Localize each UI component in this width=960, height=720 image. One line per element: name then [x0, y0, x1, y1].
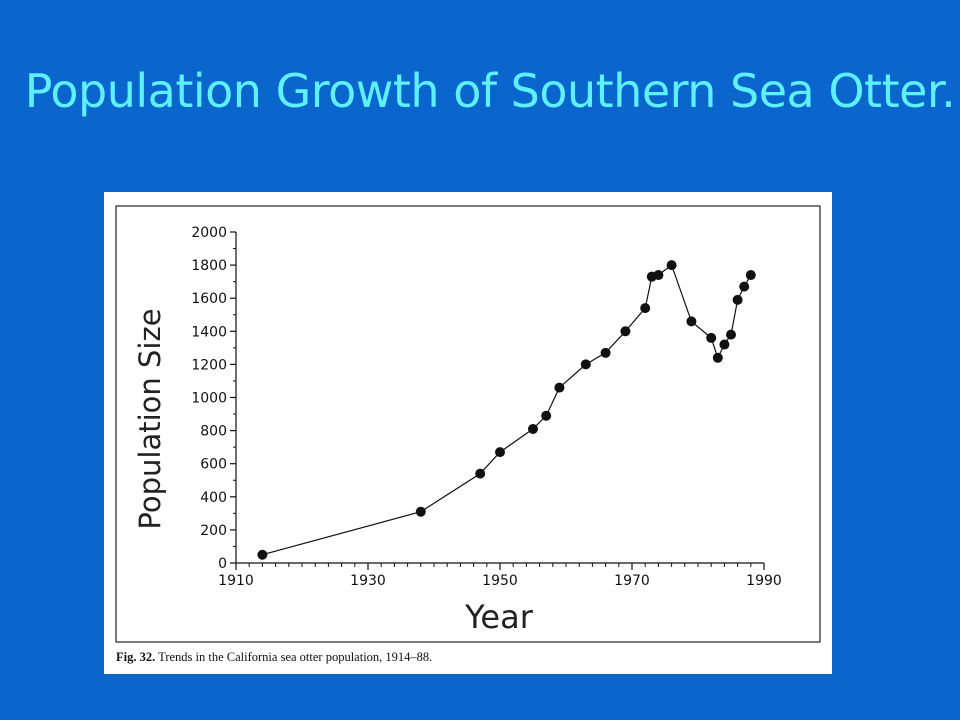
figure-panel: 0 200 400 600 800 1000 1200 1400 1600 1800 2000 19… [104, 192, 832, 674]
y-ticks: 0 200 400 600 800 1000 1200 1400 1600 1800 2000 [191, 225, 236, 572]
x-axis-title: Year [464, 598, 534, 636]
caption-text: Trends in the California sea otter popul… [158, 650, 433, 664]
data-point [739, 281, 750, 292]
y-tick-label: 0 [218, 556, 227, 572]
x-tick-label: 1930 [350, 573, 386, 589]
population-chart: 0 200 400 600 800 1000 1200 1400 1600 1800 2000 19… [115, 205, 821, 643]
y-tick-label: 1600 [191, 291, 227, 307]
data-point [640, 303, 651, 314]
y-axis-title: Population Size [133, 308, 167, 529]
data-point [719, 339, 730, 350]
data-point [666, 260, 677, 271]
y-tick-label: 800 [200, 424, 227, 440]
x-tick-label: 1990 [746, 573, 782, 589]
data-point [475, 468, 486, 479]
y-tick-label: 200 [200, 523, 227, 539]
data-point [726, 329, 736, 340]
data-point [706, 332, 717, 343]
x-tick-label: 1970 [614, 573, 650, 589]
data-point [686, 316, 697, 327]
x-tick-label: 1950 [482, 573, 518, 589]
x-tick-label: 1910 [218, 573, 254, 589]
caption-number: Fig. 32. [116, 650, 156, 664]
y-tick-label: 1200 [191, 357, 227, 373]
data-points [257, 260, 756, 560]
data-point [712, 352, 723, 363]
data-point [528, 423, 538, 434]
y-tick-label: 1400 [191, 324, 227, 340]
figure-border [115, 205, 821, 643]
series-line [262, 264, 752, 556]
data-point [620, 326, 631, 337]
data-point [495, 447, 505, 458]
y-tick-label: 2000 [191, 225, 227, 241]
data-point [554, 382, 565, 393]
data-point [257, 549, 268, 560]
data-point [541, 410, 552, 421]
x-ticks: 1910 1930 1950 1970 1990 [218, 563, 782, 589]
y-tick-label: 1800 [191, 258, 227, 274]
data-point [600, 347, 611, 358]
data-point [745, 270, 756, 281]
data-point [580, 359, 591, 370]
data-point [732, 294, 743, 305]
y-tick-label: 600 [200, 457, 227, 473]
figure-caption: Fig. 32. Trends in the California sea ot… [116, 650, 432, 665]
data-point [415, 506, 426, 517]
y-tick-label: 1000 [191, 391, 227, 407]
slide-title: Population Growth of Southern Sea Otter. [24, 64, 956, 118]
data-point [653, 270, 664, 281]
y-tick-label: 400 [200, 490, 227, 506]
